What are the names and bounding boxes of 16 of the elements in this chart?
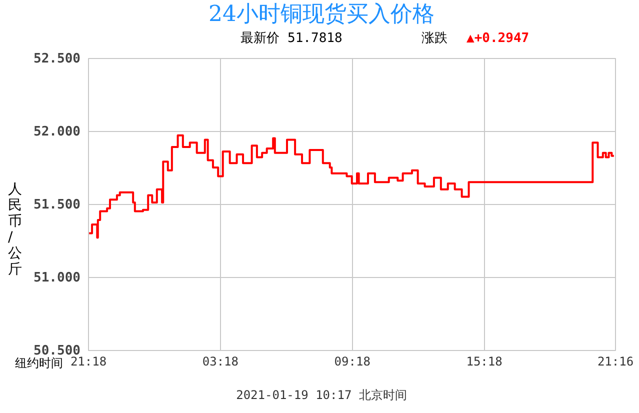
- y-tick-label: 51.500: [34, 198, 81, 212]
- chart-subtitle: 最新价 51.7818: [240, 31, 342, 46]
- text: ▲+0.2947: [466, 31, 530, 46]
- y-tick-label: 52.000: [34, 124, 81, 140]
- x-tick-label: 21:16: [597, 354, 634, 368]
- x-tick-label: 03:18: [202, 354, 238, 368]
- y-axis-title: 人民币/公斤: [8, 181, 22, 278]
- x-tick-label: 15:18: [466, 354, 502, 368]
- x-tick-label: 09:18: [334, 354, 370, 368]
- y-tick-label: 52.500: [34, 52, 81, 66]
- x-axis-title: 纽约时间: [15, 356, 63, 370]
- chart-title: 24小时铜现货买入价格: [208, 2, 434, 27]
- x-tick-label: 21:18: [70, 354, 107, 368]
- y-tick-label: 51.000: [34, 270, 81, 286]
- text: 2021-01-19 10:17 北京时间: [236, 388, 407, 402]
- text: 涨跌: [422, 31, 448, 46]
